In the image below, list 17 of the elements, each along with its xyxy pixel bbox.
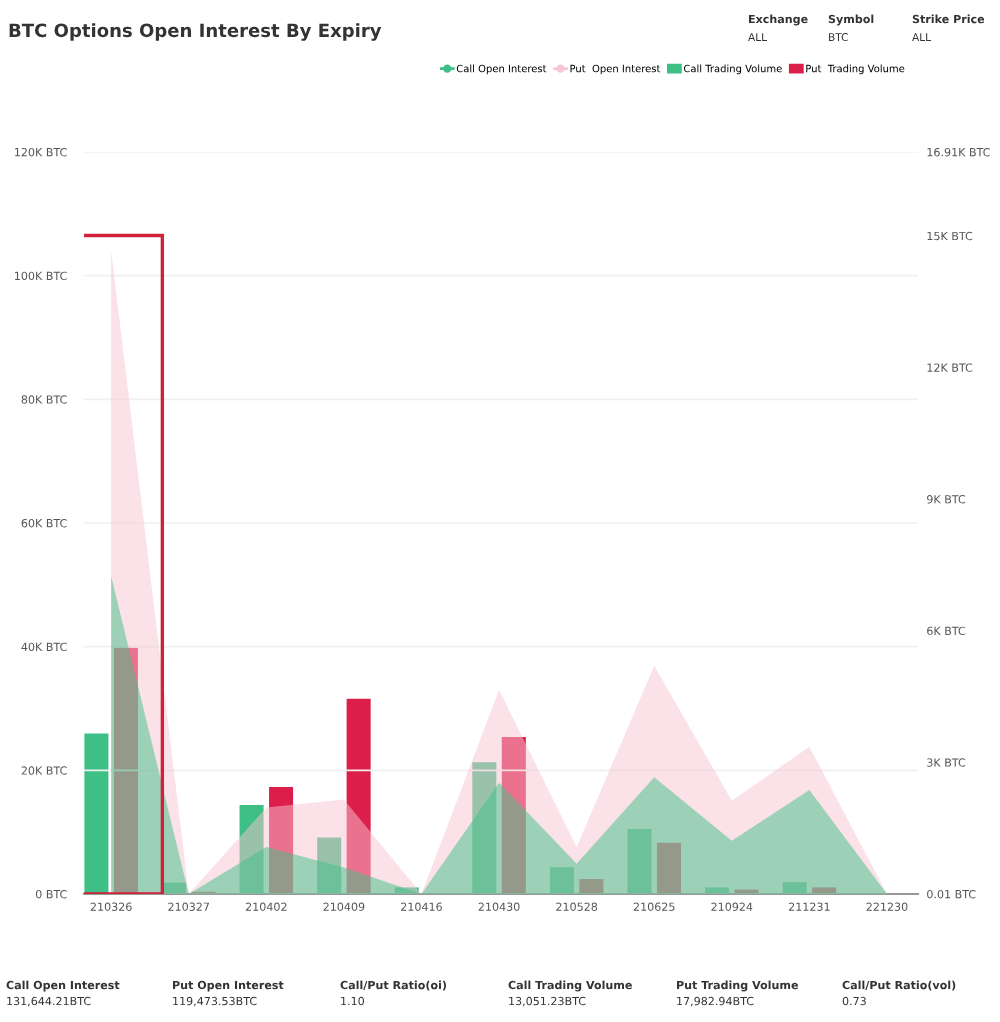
bar — [627, 829, 652, 894]
chart-title: BTC Options Open Interest By Expiry — [9, 23, 382, 41]
bar — [113, 647, 138, 894]
bar — [812, 887, 837, 894]
bar — [346, 698, 371, 894]
bar — [501, 736, 526, 894]
bar — [656, 842, 681, 894]
bar — [549, 867, 574, 894]
bar — [269, 786, 294, 894]
bar — [579, 879, 604, 894]
bar — [705, 887, 730, 894]
bar — [84, 733, 109, 894]
bar — [317, 837, 342, 894]
bar — [782, 882, 807, 894]
bar — [394, 887, 419, 894]
bar — [239, 804, 264, 894]
bar — [472, 762, 497, 894]
